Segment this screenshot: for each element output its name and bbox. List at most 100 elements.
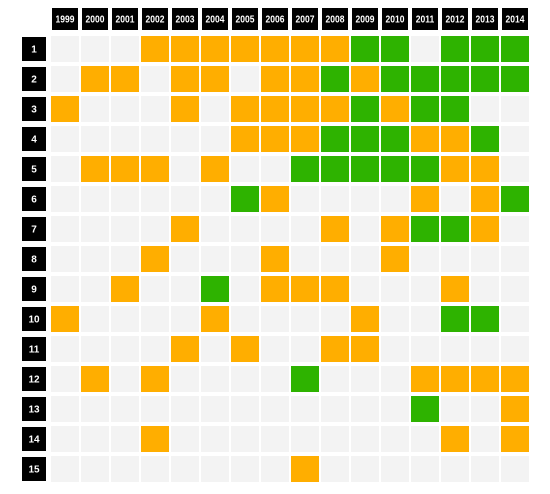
column-header-box	[352, 8, 378, 30]
cell	[171, 36, 199, 62]
cell	[111, 426, 139, 452]
row-header-box	[22, 307, 46, 331]
cell	[111, 66, 139, 92]
cell	[111, 216, 139, 242]
cell	[441, 306, 469, 332]
cell	[261, 366, 289, 392]
cell	[111, 156, 139, 182]
cell	[441, 366, 469, 392]
cell	[81, 456, 109, 482]
cell	[201, 186, 229, 212]
cell	[141, 126, 169, 152]
cell	[291, 276, 319, 302]
cell	[501, 426, 529, 452]
cell	[501, 366, 529, 392]
cell	[321, 186, 349, 212]
cell	[201, 456, 229, 482]
row-header-box	[22, 427, 46, 451]
cell	[81, 306, 109, 332]
column-header: 2011	[416, 14, 434, 25]
cell	[351, 336, 379, 362]
row-header-box	[22, 277, 46, 301]
cell	[51, 366, 79, 392]
column-header: 2001	[116, 14, 135, 25]
cell	[231, 216, 259, 242]
row-header-box	[22, 37, 46, 61]
row-header: 3	[31, 105, 37, 116]
cell	[261, 216, 289, 242]
cell	[471, 156, 499, 182]
cell	[51, 276, 79, 302]
cell	[471, 456, 499, 482]
cell	[141, 276, 169, 302]
cell	[351, 426, 379, 452]
cell	[411, 66, 439, 92]
cell	[171, 216, 199, 242]
cell	[201, 66, 229, 92]
cell	[351, 216, 379, 242]
cell	[411, 186, 439, 212]
cell	[261, 186, 289, 212]
cell	[471, 66, 499, 92]
row-header-box	[22, 127, 46, 151]
cell	[501, 156, 529, 182]
cell	[351, 246, 379, 272]
column-header: 2013	[476, 14, 495, 25]
row-header: 5	[31, 165, 37, 176]
column-header: 2004	[206, 14, 226, 25]
cell	[411, 216, 439, 242]
cell	[441, 426, 469, 452]
column-header-box	[382, 8, 408, 30]
cell	[171, 456, 199, 482]
row-header-box	[22, 397, 46, 421]
cell	[171, 186, 199, 212]
cell	[81, 36, 109, 62]
cell	[291, 216, 319, 242]
cell	[291, 336, 319, 362]
cell	[501, 36, 529, 62]
cell	[261, 96, 289, 122]
cell	[81, 336, 109, 362]
cell	[321, 126, 349, 152]
cell	[411, 426, 439, 452]
cell	[351, 36, 379, 62]
cell	[141, 96, 169, 122]
column-header-box	[262, 8, 288, 30]
cell	[261, 396, 289, 422]
cell	[381, 336, 409, 362]
cell	[471, 366, 499, 392]
cell	[291, 186, 319, 212]
cell	[81, 396, 109, 422]
cell	[201, 396, 229, 422]
cell	[291, 66, 319, 92]
cell	[171, 306, 199, 332]
row-header: 12	[28, 375, 40, 386]
column-header: 2010	[386, 14, 405, 25]
column-header: 2000	[86, 14, 105, 25]
cell	[171, 336, 199, 362]
cell	[441, 186, 469, 212]
cell	[231, 396, 259, 422]
cell	[261, 156, 289, 182]
column-header: 2014	[506, 14, 526, 25]
column-header-box	[142, 8, 168, 30]
cell	[351, 456, 379, 482]
cell	[111, 336, 139, 362]
cell	[51, 306, 79, 332]
cell	[51, 156, 79, 182]
cell	[441, 66, 469, 92]
cell	[441, 396, 469, 422]
cell	[381, 216, 409, 242]
column-header-box	[412, 8, 438, 30]
cell	[111, 126, 139, 152]
cell	[231, 156, 259, 182]
cell	[141, 156, 169, 182]
row-header-box	[22, 367, 46, 391]
cell	[111, 366, 139, 392]
cell	[141, 456, 169, 482]
cell	[381, 306, 409, 332]
cell	[141, 186, 169, 212]
row-header: 7	[31, 225, 37, 236]
column-header-box	[502, 8, 528, 30]
cell	[381, 36, 409, 62]
